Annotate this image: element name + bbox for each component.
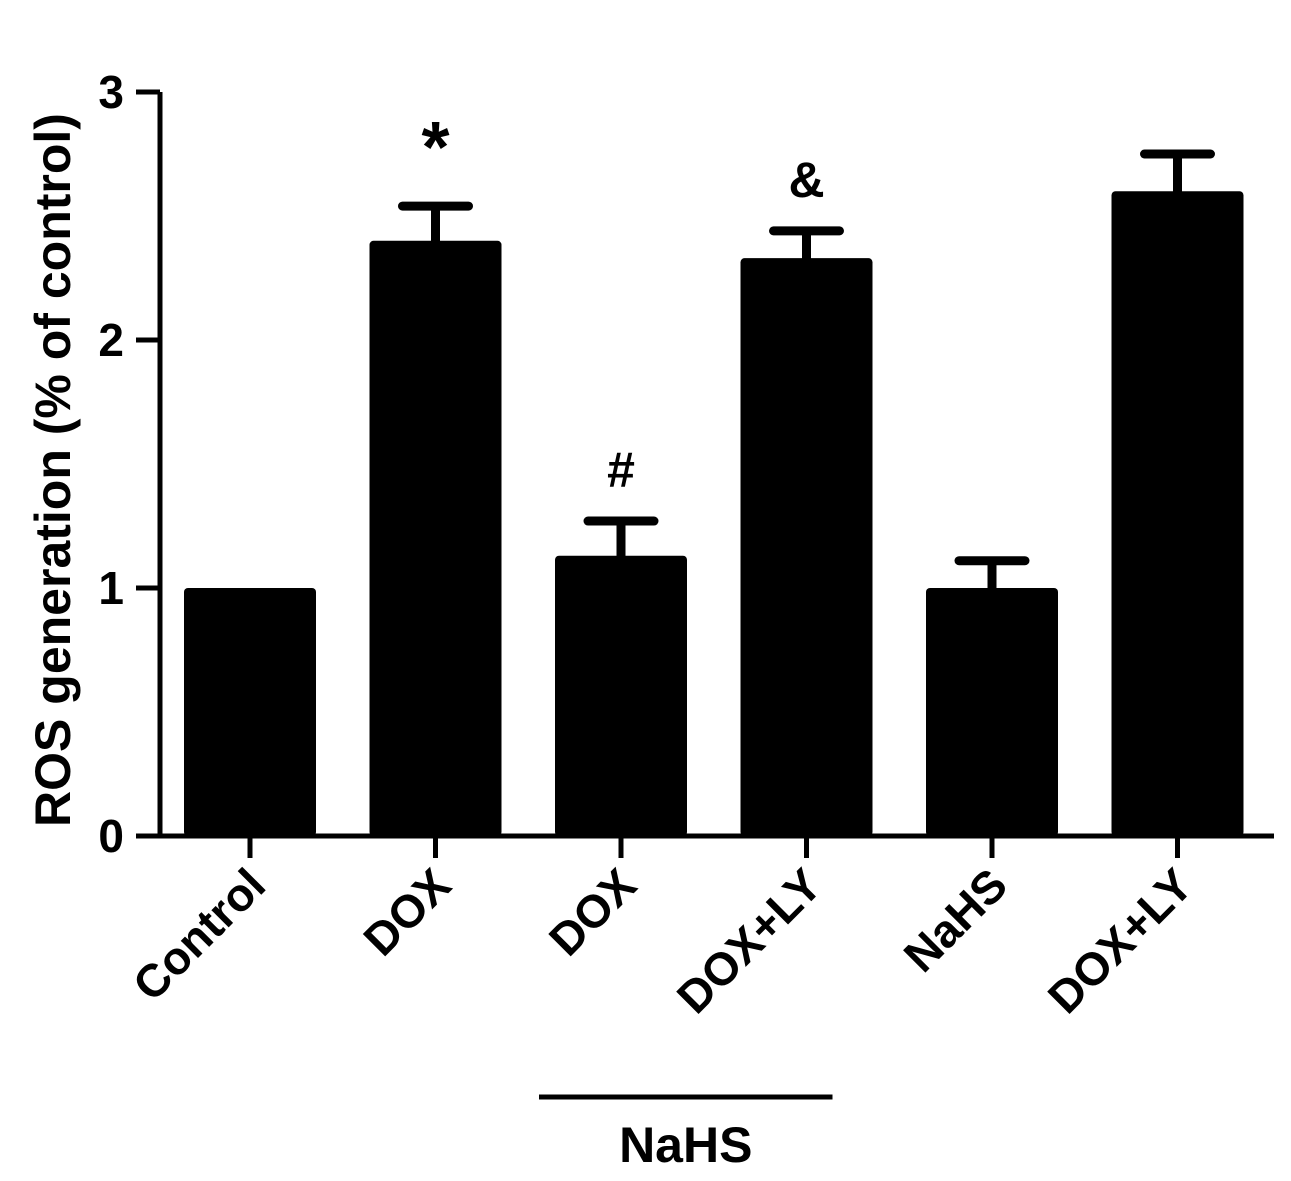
bar (369, 240, 502, 837)
x-ticks-layer (247, 836, 1180, 858)
bar (926, 588, 1058, 836)
bar (740, 258, 873, 836)
y-tick-label: 2 (98, 314, 124, 366)
group-bracket: NaHS (539, 1094, 833, 1173)
group-bracket-label: NaHS (619, 1117, 752, 1173)
x-tick-label: DOX+LY (1038, 858, 1203, 1023)
significance-mark: * (421, 108, 449, 188)
x-tick-label: DOX (539, 858, 646, 965)
y-ticks-layer: 0 1 2 3 (98, 66, 160, 862)
y-tick-label: 0 (98, 810, 124, 862)
bars-layer (184, 191, 1244, 837)
y-axis-label: ROS generation (% of control) (25, 113, 81, 827)
significance-layer: * # & (421, 108, 824, 498)
significance-mark: & (788, 152, 824, 208)
error-bars-layer (398, 149, 1215, 590)
x-tick-labels-layer: Control DOX DOX DOX+LY NaHS DOX+LY (123, 858, 1203, 1023)
x-tick-label: Control (123, 858, 275, 1010)
significance-mark: # (607, 442, 635, 498)
bar (184, 588, 316, 836)
bar (1111, 191, 1244, 836)
y-tick-label: 3 (98, 66, 124, 118)
x-tick-label: DOX (353, 858, 460, 965)
x-tick-label: DOX+LY (667, 858, 832, 1023)
bar (555, 555, 687, 836)
y-tick-label: 1 (98, 562, 124, 614)
axes-layer (157, 92, 1274, 839)
x-tick-label: NaHS (894, 858, 1018, 982)
